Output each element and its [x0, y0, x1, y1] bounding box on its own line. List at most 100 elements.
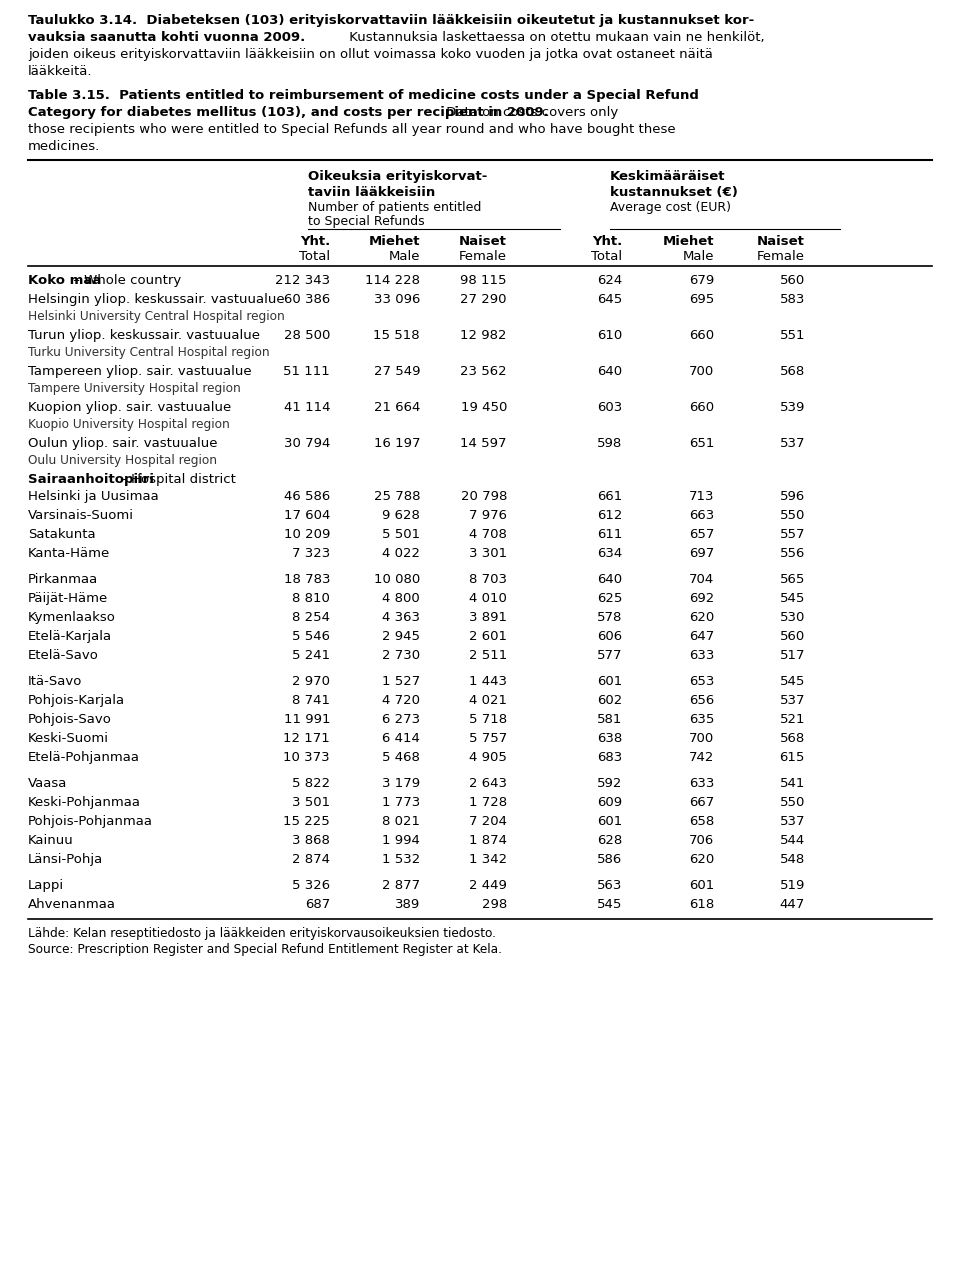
Text: 14 597: 14 597	[461, 437, 507, 450]
Text: 20 798: 20 798	[461, 490, 507, 503]
Text: Total: Total	[590, 250, 622, 262]
Text: 602: 602	[597, 694, 622, 707]
Text: 10 209: 10 209	[283, 527, 330, 541]
Text: 2 945: 2 945	[382, 631, 420, 643]
Text: 3 301: 3 301	[468, 547, 507, 561]
Text: Naiset: Naiset	[757, 234, 805, 248]
Text: Kanta-Häme: Kanta-Häme	[28, 547, 110, 561]
Text: 612: 612	[596, 510, 622, 522]
Text: 556: 556	[780, 547, 805, 561]
Text: 610: 610	[597, 329, 622, 341]
Text: 517: 517	[780, 648, 805, 662]
Text: 601: 601	[597, 815, 622, 828]
Text: 658: 658	[688, 815, 714, 828]
Text: 660: 660	[689, 329, 714, 341]
Text: Etelä-Pohjanmaa: Etelä-Pohjanmaa	[28, 750, 140, 764]
Text: 657: 657	[688, 527, 714, 541]
Text: Koko maa: Koko maa	[28, 274, 102, 287]
Text: 5 326: 5 326	[292, 879, 330, 892]
Text: to Special Refunds: to Special Refunds	[308, 215, 424, 228]
Text: 2 449: 2 449	[469, 879, 507, 892]
Text: 603: 603	[597, 401, 622, 414]
Text: 1 342: 1 342	[468, 854, 507, 866]
Text: 742: 742	[688, 750, 714, 764]
Text: Itä-Savo: Itä-Savo	[28, 675, 83, 688]
Text: 618: 618	[688, 898, 714, 911]
Text: 663: 663	[688, 510, 714, 522]
Text: 6 273: 6 273	[382, 713, 420, 726]
Text: 33 096: 33 096	[373, 293, 420, 306]
Text: 687: 687	[304, 898, 330, 911]
Text: medicines.: medicines.	[28, 140, 100, 153]
Text: taviin lääkkeisiin: taviin lääkkeisiin	[308, 186, 435, 199]
Text: 581: 581	[596, 713, 622, 726]
Text: Vaasa: Vaasa	[28, 777, 67, 790]
Text: 651: 651	[688, 437, 714, 450]
Text: Male: Male	[683, 250, 714, 262]
Text: 25 788: 25 788	[373, 490, 420, 503]
Text: Etelä-Karjala: Etelä-Karjala	[28, 631, 112, 643]
Text: 1 773: 1 773	[382, 796, 420, 809]
Text: 548: 548	[780, 854, 805, 866]
Text: 8 021: 8 021	[382, 815, 420, 828]
Text: Lähde: Kelan reseptitiedosto ja lääkkeiden erityiskorvausoikeuksien tiedosto.: Lähde: Kelan reseptitiedosto ja lääkkeid…	[28, 927, 496, 940]
Text: 18 783: 18 783	[283, 573, 330, 586]
Text: 11 991: 11 991	[283, 713, 330, 726]
Text: 8 810: 8 810	[292, 592, 330, 605]
Text: 10 373: 10 373	[283, 750, 330, 764]
Text: 30 794: 30 794	[283, 437, 330, 450]
Text: – Hospital district: – Hospital district	[116, 473, 236, 485]
Text: 695: 695	[688, 293, 714, 306]
Text: 5 757: 5 757	[468, 733, 507, 745]
Text: Sairaanhoitopiiri: Sairaanhoitopiiri	[28, 473, 154, 485]
Text: 679: 679	[688, 274, 714, 287]
Text: 697: 697	[688, 547, 714, 561]
Text: Table 3.15.  Patients entitled to reimbursement of medicine costs under a Specia: Table 3.15. Patients entitled to reimbur…	[28, 89, 699, 102]
Text: 539: 539	[780, 401, 805, 414]
Text: 114 228: 114 228	[365, 274, 420, 287]
Text: 1 532: 1 532	[382, 854, 420, 866]
Text: 4 021: 4 021	[469, 694, 507, 707]
Text: 7 976: 7 976	[469, 510, 507, 522]
Text: 2 511: 2 511	[468, 648, 507, 662]
Text: Source: Prescription Register and Special Refund Entitlement Register at Kela.: Source: Prescription Register and Specia…	[28, 943, 502, 956]
Text: 620: 620	[688, 612, 714, 624]
Text: 683: 683	[597, 750, 622, 764]
Text: 8 703: 8 703	[469, 573, 507, 586]
Text: 592: 592	[596, 777, 622, 790]
Text: 633: 633	[688, 777, 714, 790]
Text: 640: 640	[597, 364, 622, 378]
Text: 537: 537	[780, 694, 805, 707]
Text: 541: 541	[780, 777, 805, 790]
Text: 645: 645	[597, 293, 622, 306]
Text: 521: 521	[780, 713, 805, 726]
Text: 12 982: 12 982	[461, 329, 507, 341]
Text: 628: 628	[597, 834, 622, 847]
Text: 2 730: 2 730	[382, 648, 420, 662]
Text: 660: 660	[689, 401, 714, 414]
Text: Oikeuksia erityiskorvat-: Oikeuksia erityiskorvat-	[308, 169, 488, 183]
Text: 583: 583	[780, 293, 805, 306]
Text: Pohjois-Karjala: Pohjois-Karjala	[28, 694, 125, 707]
Text: 98 115: 98 115	[461, 274, 507, 287]
Text: Naiset: Naiset	[459, 234, 507, 248]
Text: 21 664: 21 664	[373, 401, 420, 414]
Text: 635: 635	[688, 713, 714, 726]
Text: 17 604: 17 604	[283, 510, 330, 522]
Text: 568: 568	[780, 733, 805, 745]
Text: 389: 389	[395, 898, 420, 911]
Text: Helsingin yliop. keskussair. vastuualue: Helsingin yliop. keskussair. vastuualue	[28, 293, 284, 306]
Text: Kymenlaakso: Kymenlaakso	[28, 612, 116, 624]
Text: 4 708: 4 708	[469, 527, 507, 541]
Text: 624: 624	[597, 274, 622, 287]
Text: 2 601: 2 601	[469, 631, 507, 643]
Text: Helsinki University Central Hospital region: Helsinki University Central Hospital reg…	[28, 310, 285, 324]
Text: 3 501: 3 501	[292, 796, 330, 809]
Text: 692: 692	[688, 592, 714, 605]
Text: 568: 568	[780, 364, 805, 378]
Text: 545: 545	[596, 898, 622, 911]
Text: Keski-Suomi: Keski-Suomi	[28, 733, 109, 745]
Text: 661: 661	[597, 490, 622, 503]
Text: Lappi: Lappi	[28, 879, 64, 892]
Text: Pohjois-Pohjanmaa: Pohjois-Pohjanmaa	[28, 815, 153, 828]
